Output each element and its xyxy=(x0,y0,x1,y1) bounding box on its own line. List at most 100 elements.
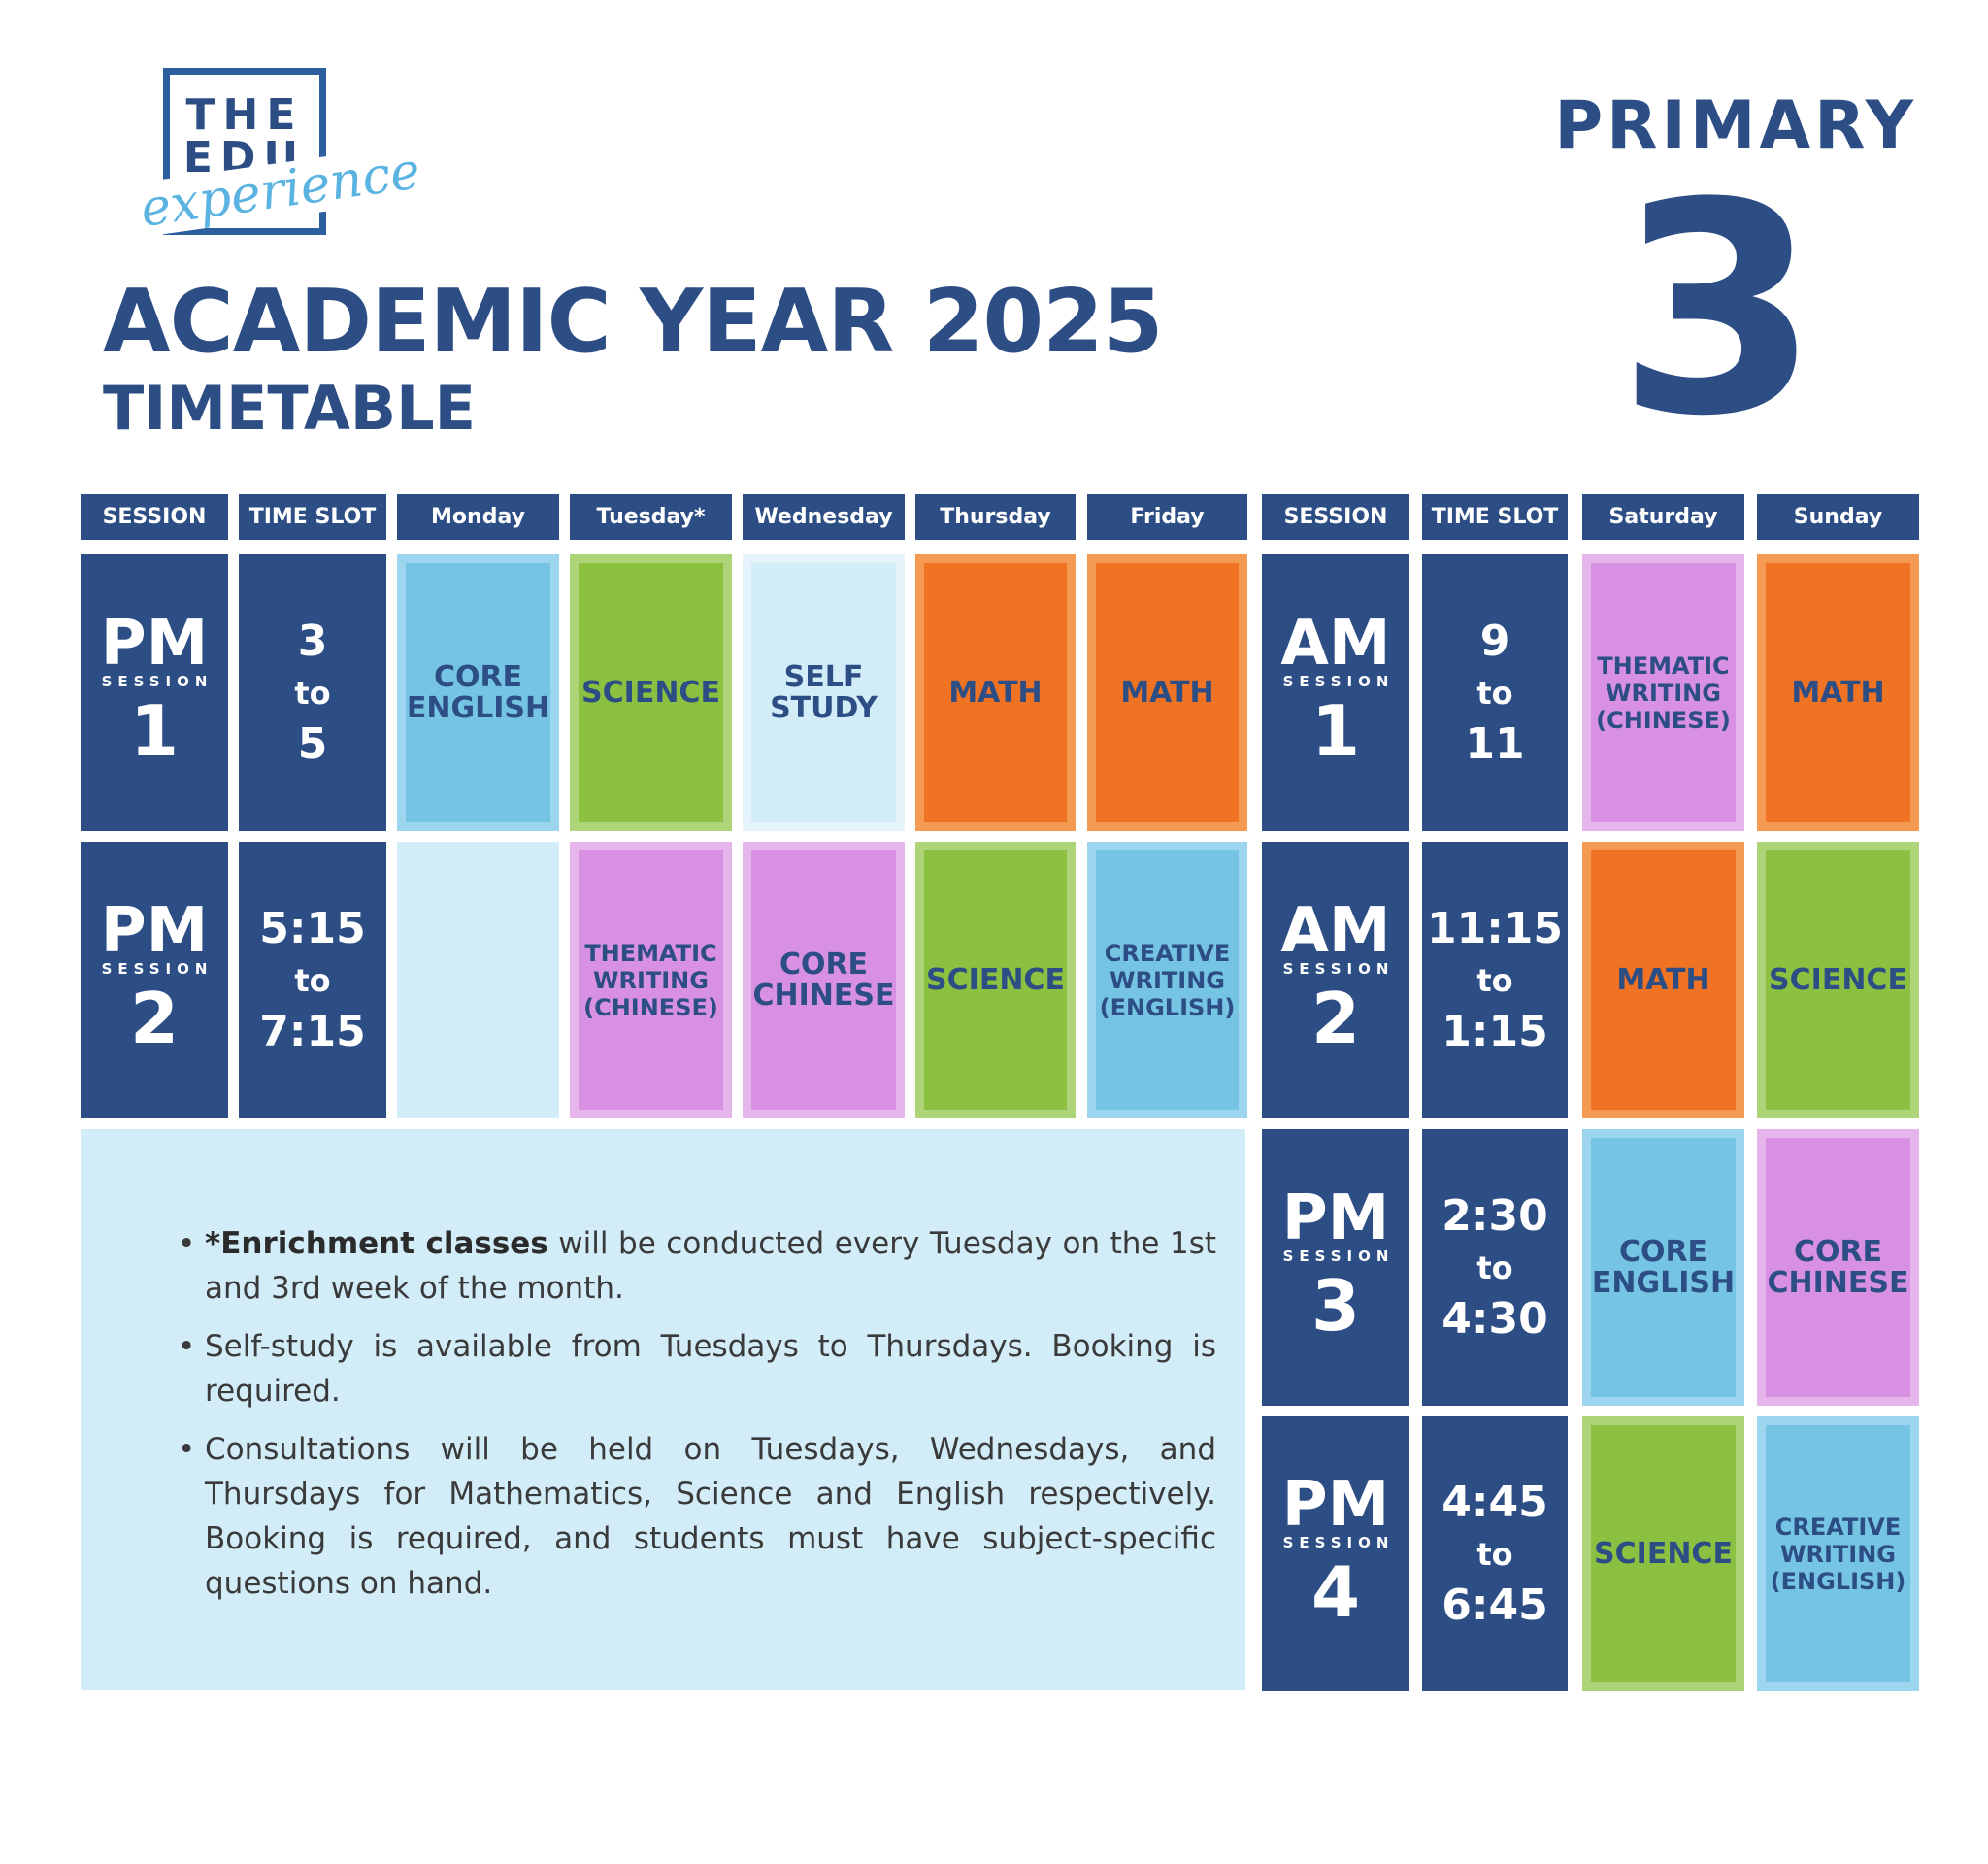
subject-line: (ENGLISH) xyxy=(1770,1567,1906,1595)
time-to: 4:30 xyxy=(1441,1293,1548,1344)
cell-saturday-pm3: CORE ENGLISH xyxy=(1582,1129,1744,1406)
subject-line: MATH xyxy=(1616,962,1710,997)
time-to-word: to xyxy=(294,961,331,999)
time-to-word: to xyxy=(1476,961,1513,999)
cell-wednesday-pm1: SELF STUDY xyxy=(743,554,905,831)
session-word: SESSION xyxy=(1282,1533,1395,1551)
subject-line: SCIENCE xyxy=(1769,962,1907,997)
cell-sunday-pm4: CREATIVE WRITING (ENGLISH) xyxy=(1757,1416,1919,1691)
session-word: SESSION xyxy=(1282,1247,1395,1265)
cell-thursday-pm2: SCIENCE xyxy=(915,842,1076,1118)
subject-line: WRITING xyxy=(1780,1540,1896,1568)
weekend-time-2: 11:15 to 1:15 xyxy=(1422,842,1568,1118)
time-to: 7:15 xyxy=(259,1006,366,1056)
weekday-time-2: 5:15 to 7:15 xyxy=(239,842,386,1118)
notes-list: *Enrichment classes will be conducted ev… xyxy=(178,1221,1216,1619)
weekday-session-2: PM SESSION 2 xyxy=(81,842,228,1118)
cell-monday-pm1: CORE ENGLISH xyxy=(397,554,559,831)
note-self-study: Self-study is available from Tuesdays to… xyxy=(178,1324,1216,1414)
header-wednesday: Wednesday xyxy=(743,494,905,540)
subject-line: (ENGLISH) xyxy=(1099,993,1236,1021)
weekday-time-1: 3 to 5 xyxy=(239,554,386,831)
time-to: 11 xyxy=(1465,718,1525,769)
cell-saturday-pm4: SCIENCE xyxy=(1582,1416,1744,1691)
subject-line: CORE xyxy=(1793,1234,1883,1269)
header-tuesday: Tuesday* xyxy=(570,494,732,540)
session-ampm: PM xyxy=(1281,1468,1390,1541)
session-word: SESSION xyxy=(101,672,214,690)
subject-line: SELF xyxy=(783,659,864,694)
header-saturday: Saturday xyxy=(1582,494,1744,540)
time-to-word: to xyxy=(1476,1535,1513,1573)
cell-thursday-pm1: MATH xyxy=(915,554,1076,831)
time-from: 11:15 xyxy=(1426,903,1564,953)
time-to-word: to xyxy=(294,674,331,712)
time-from: 2:30 xyxy=(1441,1190,1548,1241)
cell-tuesday-pm1: SCIENCE xyxy=(570,554,732,831)
time-to: 1:15 xyxy=(1441,1006,1548,1056)
cell-monday-pm2-empty xyxy=(397,842,559,1118)
session-word: SESSION xyxy=(1282,959,1395,978)
time-from: 5:15 xyxy=(259,903,366,953)
level-number: 3 xyxy=(1616,141,1820,480)
header-session: SESSION xyxy=(81,494,228,540)
time-from: 9 xyxy=(1479,616,1510,666)
subject-line: CORE xyxy=(779,947,869,982)
subject-line: CORE xyxy=(433,659,523,694)
note-consultations: Consultations will be held on Tuesdays, … xyxy=(178,1427,1216,1606)
session-ampm: AM xyxy=(1280,607,1391,680)
cell-saturday-am2: MATH xyxy=(1582,842,1744,1118)
time-from: 4:45 xyxy=(1441,1477,1548,1527)
subject-line: (CHINESE) xyxy=(583,993,718,1021)
header-session-weekend: SESSION xyxy=(1262,494,1409,540)
session-number: 2 xyxy=(1310,977,1361,1059)
subject-line: THEMATIC xyxy=(584,939,717,967)
weekend-session-1: AM SESSION 1 xyxy=(1262,554,1409,831)
subject-line: WRITING xyxy=(1110,966,1225,994)
page-subtitle: TIMETABLE xyxy=(103,373,476,444)
subject-line: MATH xyxy=(1791,675,1885,710)
subject-line: CHINESE xyxy=(1767,1265,1909,1300)
level-label: PRIMARY xyxy=(1554,87,1917,164)
subject-line: WRITING xyxy=(1606,679,1721,707)
notes-panel: *Enrichment classes will be conducted ev… xyxy=(81,1129,1245,1690)
header-sunday: Sunday xyxy=(1757,494,1919,540)
header-time-slot-weekend: TIME SLOT xyxy=(1422,494,1568,540)
time-to-word: to xyxy=(1476,674,1513,712)
cell-sunday-am1: MATH xyxy=(1757,554,1919,831)
subject-line: CHINESE xyxy=(752,978,895,1013)
subject-line: CREATIVE xyxy=(1774,1513,1902,1541)
weekend-session-3: PM SESSION 3 xyxy=(1262,1129,1409,1406)
subject-line: MATH xyxy=(948,675,1043,710)
cell-friday-pm1: MATH xyxy=(1087,554,1247,831)
time-to-word: to xyxy=(1476,1248,1513,1286)
session-number: 1 xyxy=(129,689,180,772)
session-number: 2 xyxy=(129,977,180,1059)
session-number: 3 xyxy=(1310,1264,1361,1347)
time-from: 3 xyxy=(297,616,328,666)
subject-line: SCIENCE xyxy=(1594,1536,1733,1571)
subject-line: MATH xyxy=(1120,675,1214,710)
header-monday: Monday xyxy=(397,494,559,540)
subject-line: THEMATIC xyxy=(1597,651,1730,680)
session-number: 4 xyxy=(1310,1550,1361,1633)
header-thursday: Thursday xyxy=(915,494,1076,540)
weekend-time-4: 4:45 to 6:45 xyxy=(1422,1416,1568,1691)
cell-tuesday-pm2: THEMATIC WRITING (CHINESE) xyxy=(570,842,732,1118)
session-number: 1 xyxy=(1310,689,1361,772)
subject-line: CREATIVE xyxy=(1104,939,1231,967)
session-ampm: PM xyxy=(100,607,209,680)
subject-line: SCIENCE xyxy=(926,962,1065,997)
cell-friday-pm2: CREATIVE WRITING (ENGLISH) xyxy=(1087,842,1247,1118)
session-ampm: AM xyxy=(1280,894,1391,967)
header-friday: Friday xyxy=(1087,494,1247,540)
subject-line: SCIENCE xyxy=(581,675,720,710)
weekend-session-4: PM SESSION 4 xyxy=(1262,1416,1409,1691)
logo-text-the: THE xyxy=(185,90,304,140)
session-ampm: PM xyxy=(1281,1182,1390,1254)
note-enrichment-text: will be conducted every Tuesday on the 1… xyxy=(205,1226,1216,1306)
cell-sunday-pm3: CORE CHINESE xyxy=(1757,1129,1919,1406)
cell-sunday-am2: SCIENCE xyxy=(1757,842,1919,1118)
cell-saturday-am1: THEMATIC WRITING (CHINESE) xyxy=(1582,554,1744,831)
session-word: SESSION xyxy=(101,959,214,978)
